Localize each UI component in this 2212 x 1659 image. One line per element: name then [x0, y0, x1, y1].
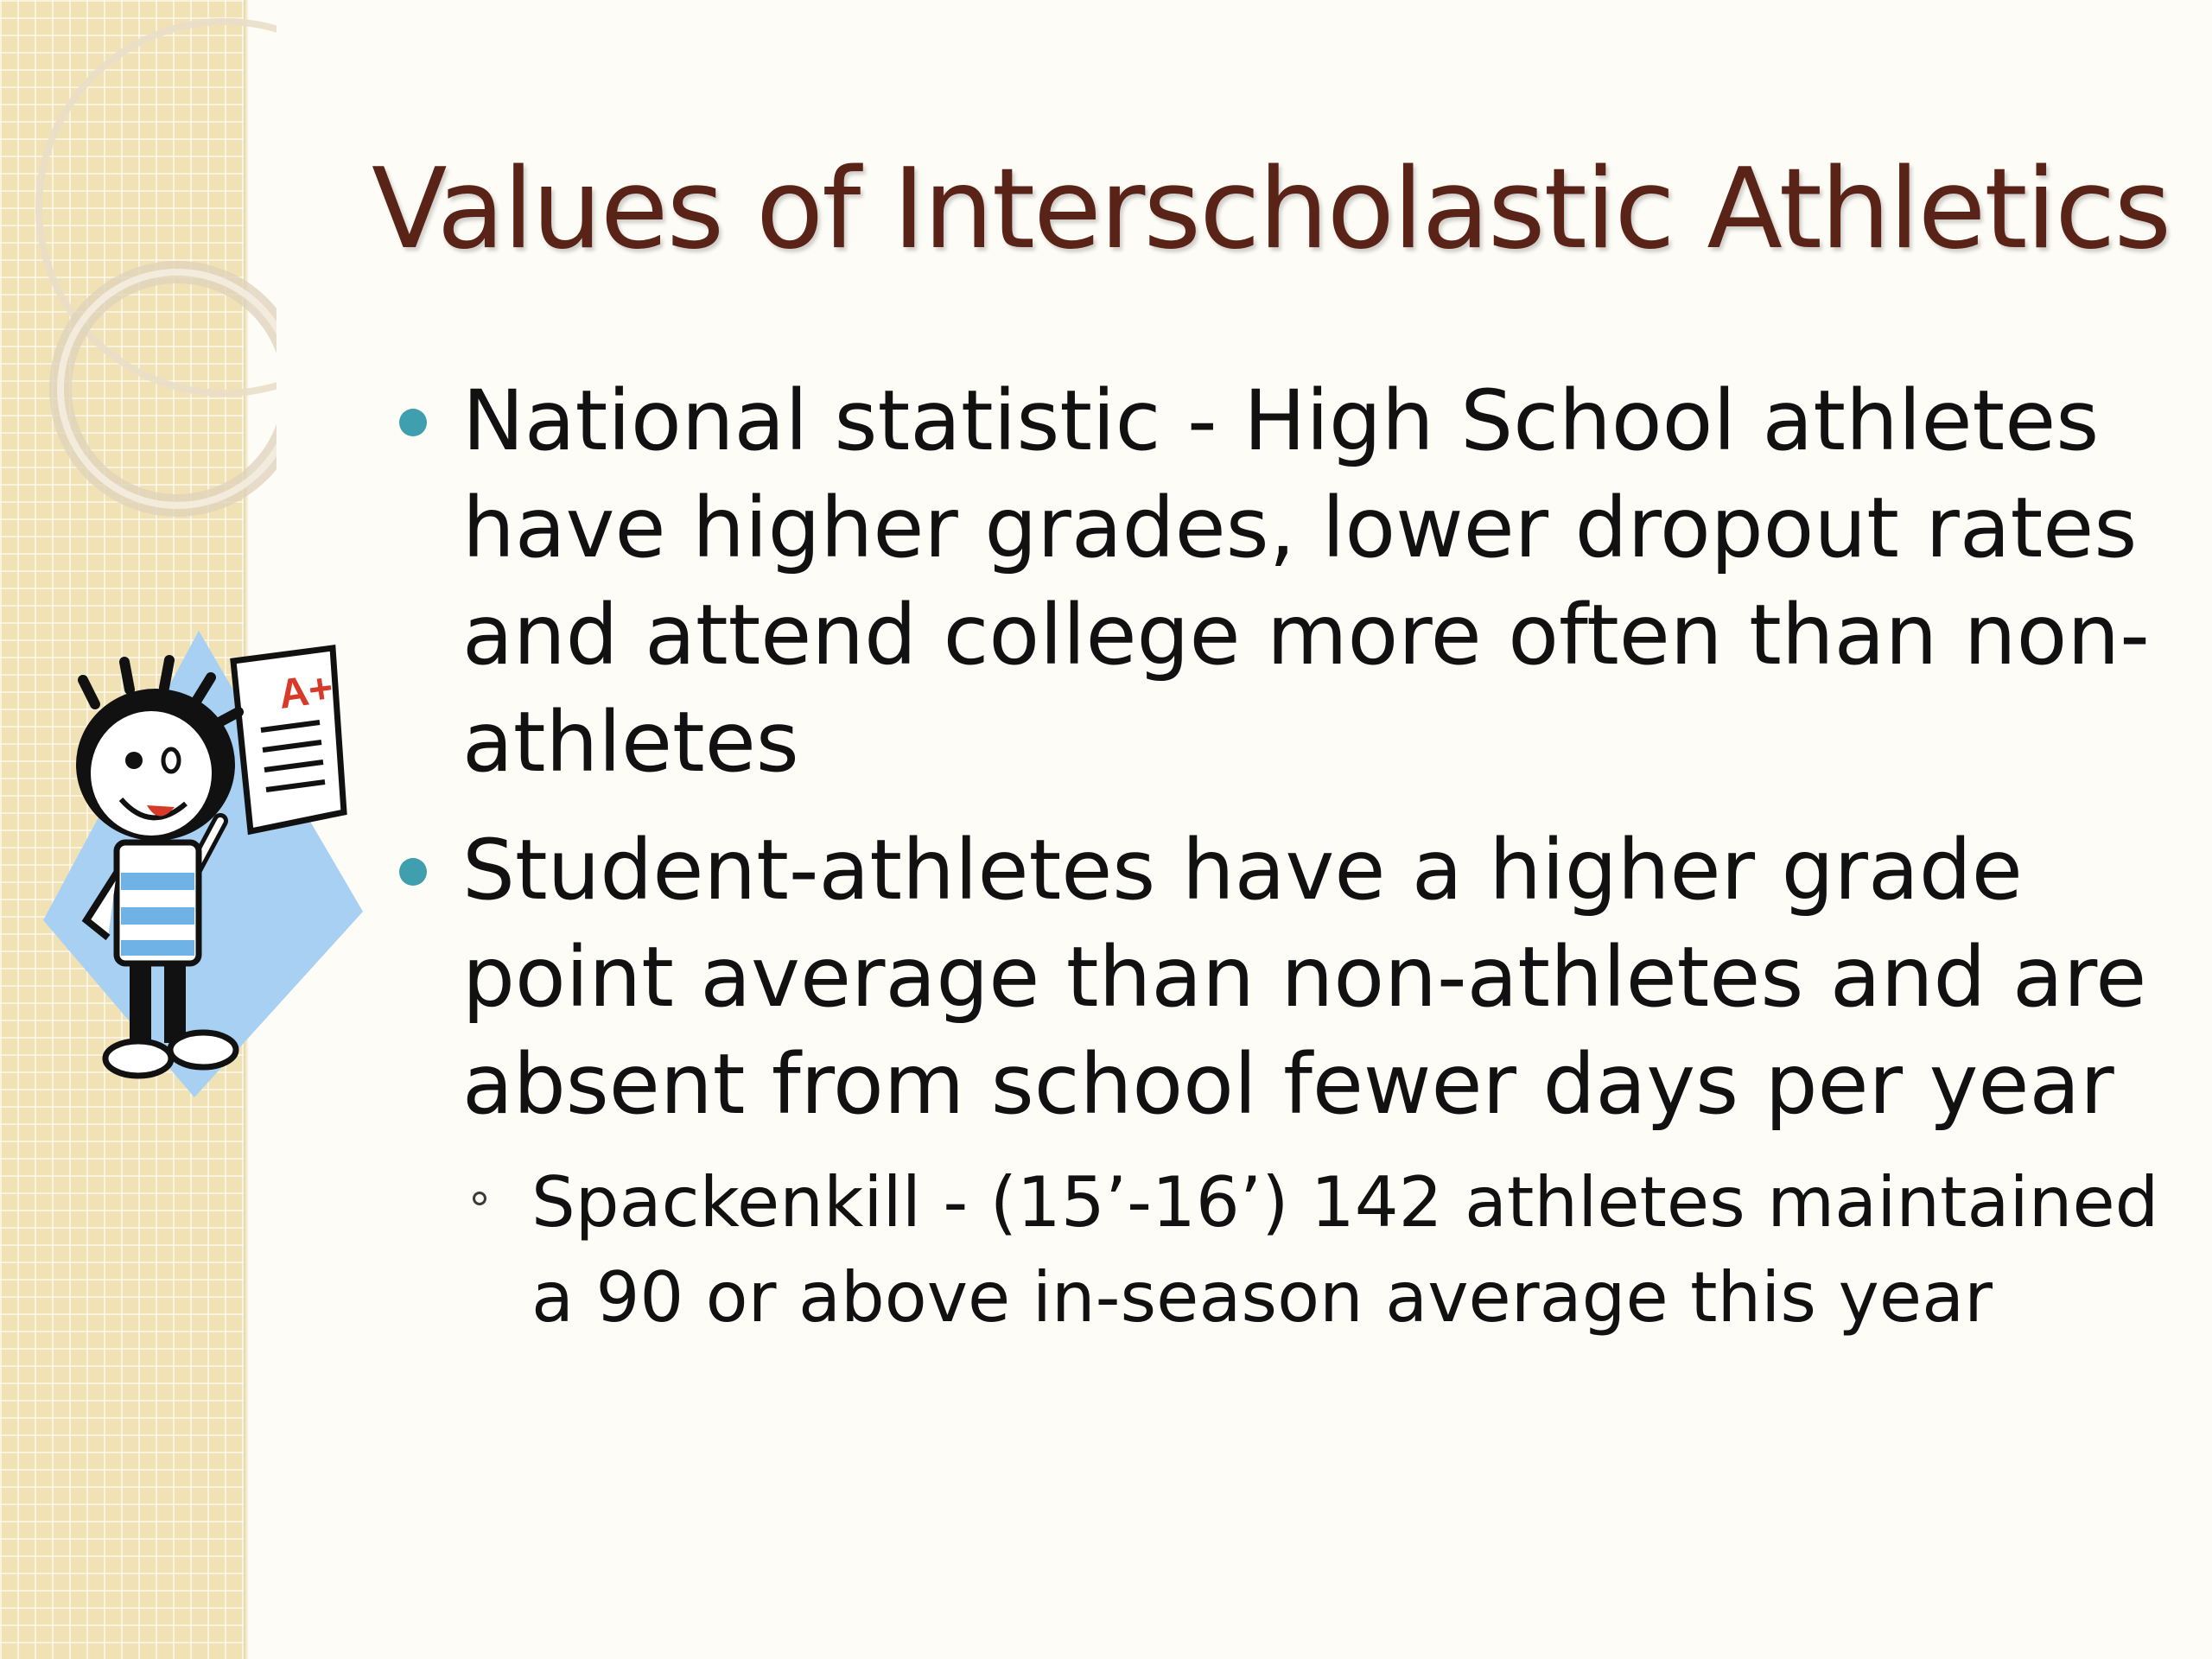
bullet-dot-icon: [399, 409, 427, 436]
sub-bullet-list: Spackenkill - (15’-16’) 142 athletes mai…: [462, 1155, 2177, 1345]
medium-ring-highlight: [57, 269, 276, 509]
bullet-dot-icon: [399, 858, 427, 886]
bullet-text: National statistic - High School athlete…: [462, 372, 2150, 791]
bullet-list: National statistic - High School athlete…: [380, 367, 2177, 1366]
bullet-item: Student-athletes have a higher grade poi…: [380, 817, 2177, 1345]
sub-bullet-item: Spackenkill - (15’-16’) 142 athletes mai…: [462, 1155, 2177, 1345]
student-figure: [76, 655, 244, 1079]
large-ring: [35, 18, 276, 397]
hollow-circle-bullet-icon: [473, 1192, 486, 1205]
bullet-item: National statistic - High School athlete…: [380, 367, 2177, 796]
paper-grade: A+: [276, 665, 335, 718]
student-holding-paper-icon: A+: [43, 631, 363, 1097]
paper-icon: A+: [230, 645, 347, 836]
bullet-text: Student-athletes have a higher grade poi…: [462, 822, 2147, 1133]
decorative-rings: [35, 18, 276, 517]
slide-title: Values of Interscholastic Athletics: [372, 145, 2171, 274]
sub-bullet-text: Spackenkill - (15’-16’) 142 athletes mai…: [531, 1162, 2159, 1338]
